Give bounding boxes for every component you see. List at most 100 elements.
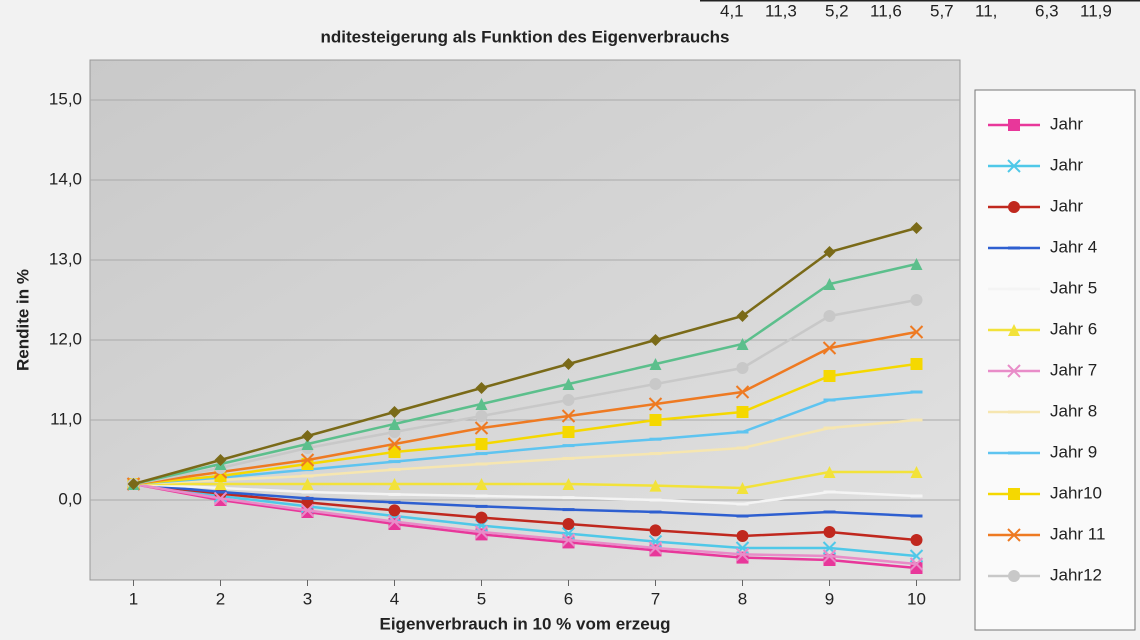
marker [736,406,749,418]
y-tick-label: 13,0 [49,249,82,268]
marker [735,547,750,562]
x-tick-label: 9 [825,589,834,608]
series-line [133,298,917,486]
legend-label: Jahr12 [1050,565,1102,584]
marker [214,454,227,466]
marker [649,414,662,426]
x-tick-label: 8 [738,589,747,608]
series-line [133,482,917,570]
marker [301,430,314,442]
y-tick-label: 15,0 [49,89,82,108]
y-tick-label: 0,0 [58,489,82,508]
x-tick-label: 4 [390,589,399,608]
series-line [133,470,917,490]
x-tick-label: 6 [564,589,573,608]
series-line [133,362,917,486]
table-cell: 11,9 [1080,1,1112,20]
marker [822,341,837,355]
table-cell: 11,6 [870,1,902,20]
legend-label: Jahr 6 [1050,319,1097,338]
marker [910,534,923,546]
table-cell: 4,1 [720,1,744,20]
marker [561,409,576,423]
series-line [133,482,917,518]
marker [474,525,489,539]
legend-marker [1008,570,1020,582]
marker [561,533,576,547]
marker [214,478,227,490]
marker [910,258,923,270]
marker [388,418,401,430]
marker [475,398,488,410]
table-cell: 5,7 [930,1,954,20]
legend-label: Jahr 7 [1050,360,1097,379]
series-line [133,482,917,506]
legend [974,89,1136,631]
series-line [133,482,917,558]
marker [301,478,314,490]
marker [475,382,488,394]
marker [910,294,923,306]
marker [474,421,489,435]
marker [300,453,315,467]
table-cell: 11,3 [765,1,797,20]
marker [387,437,402,451]
marker [475,511,488,524]
legend-label: Jahr 9 [1050,442,1097,461]
marker [736,338,749,350]
marker [300,503,315,518]
legend-label: Jahr 11 [1050,524,1105,543]
legend-marker [1008,488,1020,500]
marker [388,446,401,458]
table-cell: 6,3 [1035,1,1059,20]
marker [561,526,576,541]
marker [649,524,662,537]
marker [475,438,488,450]
legend-marker [1008,201,1020,213]
table-fragment: 4,1 11,3 5,2 11,6 5,7 11, 6,3 11,9 [700,0,1140,20]
marker [387,514,402,529]
series-line [133,418,917,486]
y-tick-label: 14,0 [49,169,82,188]
y-tick-label: 12,0 [49,329,82,348]
marker [823,526,836,538]
marker [475,410,488,422]
marker [388,504,401,517]
x-tick-label: 7 [651,589,660,608]
legend-label: Jahr [1050,196,1083,215]
marker [648,534,663,549]
marker [736,530,749,542]
series-line [133,390,917,486]
marker [649,358,662,370]
x-tick-label: 3 [303,589,312,608]
marker [735,541,750,555]
table-cell: 11, [975,1,997,20]
marker [562,518,575,530]
legend-label: Jahr 8 [1050,401,1097,420]
legend-label: Jahr 5 [1050,278,1097,297]
marker [910,358,923,370]
marker [823,370,836,382]
marker [736,482,749,494]
y-axis-label: Rendite in % [13,269,32,371]
marker [648,397,663,411]
marker [910,562,923,574]
marker [735,385,750,399]
marker [562,358,575,370]
x-axis-label: Eigenverbrauch in 10 % vom erzeug [380,614,671,633]
marker [562,426,575,438]
series-line [133,482,917,566]
marker [822,549,837,563]
legend-label: Jahr10 [1050,483,1102,502]
series-line [133,262,917,486]
marker [213,491,228,506]
marker [388,478,401,490]
marker [301,438,314,450]
marker [823,246,836,258]
legend-label: Jahr [1050,155,1083,174]
legend-label: Jahr 4 [1050,237,1097,256]
legend-marker [1007,528,1021,542]
marker [823,310,836,322]
marker [909,557,924,571]
